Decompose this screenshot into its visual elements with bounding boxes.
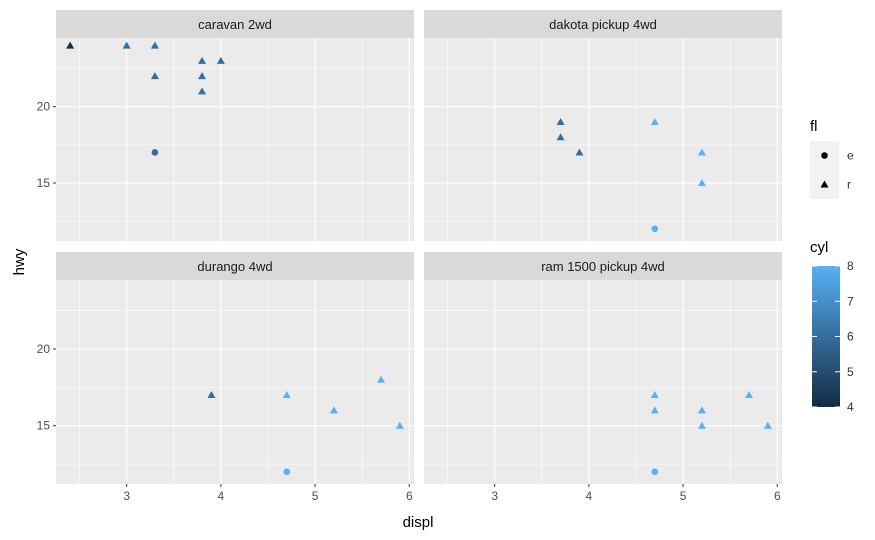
facet-panel: caravan 2wd [56, 10, 414, 241]
data-point [697, 179, 706, 186]
data-point [763, 421, 772, 429]
data-point [697, 148, 706, 156]
panel-background [56, 38, 414, 241]
legend-key-triangle [820, 180, 829, 188]
data-point [198, 56, 207, 64]
data-point [150, 72, 159, 80]
colorbar-label: 5 [847, 365, 854, 379]
legend-shape-title: fl [810, 118, 818, 135]
legend: fl cyl e r 4 5 6 7 8 [810, 118, 854, 414]
facet-panel: dakota pickup 4wd [424, 10, 782, 241]
data-point [651, 225, 659, 233]
data-point [283, 468, 291, 476]
facet-panel: durango 4wd [56, 252, 414, 484]
data-point [697, 406, 706, 414]
x-tick-label: 5 [312, 489, 319, 503]
data-point [395, 421, 404, 429]
legend-color-title: cyl [810, 239, 828, 256]
data-point [650, 117, 659, 125]
y-tick-label: 20 [37, 100, 51, 114]
data-point [282, 391, 291, 399]
y-tick-label: 15 [37, 176, 51, 190]
data-point [122, 41, 131, 49]
data-point [650, 391, 659, 399]
data-point [198, 87, 207, 95]
y-axis-title: hwy [11, 248, 28, 275]
y-tick-label: 20 [37, 342, 51, 356]
x-tick-label: 6 [774, 489, 781, 503]
facet-strip-label: caravan 2wd [198, 17, 272, 32]
facet-strip-label: ram 1500 pickup 4wd [541, 259, 665, 274]
facet-strip [56, 10, 414, 38]
panel-background [56, 280, 414, 484]
panel-background [424, 38, 782, 241]
facet-panels: caravan 2wd dakota pickup 4wd durango 4wd r… [56, 10, 782, 484]
colorbar-label: 8 [847, 259, 854, 273]
colorbar-label: 4 [847, 400, 854, 414]
colorbar-label: 7 [847, 294, 854, 308]
legend-key-circle [821, 152, 828, 159]
x-tick-label: 4 [218, 489, 225, 503]
data-point [207, 391, 216, 399]
data-point [651, 468, 659, 476]
data-point [66, 41, 75, 49]
facet-strip-label: dakota pickup 4wd [549, 17, 657, 32]
x-axis-title: displ [403, 514, 434, 531]
legend-key-label: r [847, 178, 851, 192]
data-point [697, 421, 706, 429]
y-axis: 15 20 15 20 [37, 100, 56, 433]
facet-panel: ram 1500 pickup 4wd [424, 252, 782, 484]
x-tick-label: 6 [406, 489, 413, 503]
data-point [329, 406, 338, 414]
x-axis: 3 4 5 6 3 4 5 6 [123, 484, 781, 503]
y-tick-label: 15 [37, 419, 51, 433]
legend-key-label: e [847, 149, 854, 163]
colorbar-label: 6 [847, 330, 854, 344]
panel-background [424, 280, 782, 484]
x-tick-label: 4 [586, 489, 593, 503]
data-point [150, 41, 159, 49]
data-point [575, 148, 584, 156]
x-tick-label: 3 [123, 489, 130, 503]
data-point [650, 406, 659, 414]
data-point [745, 391, 754, 399]
data-point [556, 117, 565, 125]
data-point [216, 56, 225, 64]
data-point [377, 375, 386, 383]
facet-strip [424, 252, 782, 280]
data-point [198, 72, 207, 80]
data-point [151, 149, 159, 156]
facet-strip-label: durango 4wd [197, 259, 272, 274]
facet-strip [56, 252, 414, 280]
x-tick-label: 3 [491, 489, 498, 503]
data-point [556, 133, 565, 141]
facet-strip [424, 10, 782, 38]
x-tick-label: 5 [680, 489, 687, 503]
